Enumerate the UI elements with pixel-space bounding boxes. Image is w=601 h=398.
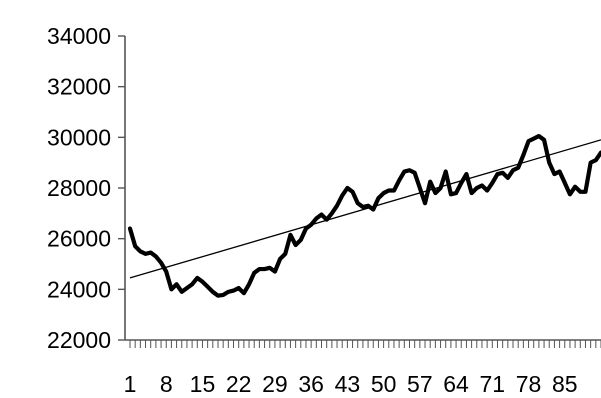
y-tick-label: 22000 — [47, 327, 111, 353]
y-tick-label: 30000 — [47, 124, 111, 150]
series-group — [127, 133, 601, 298]
y-tick-label: 32000 — [47, 74, 111, 100]
x-tick-label: 85 — [552, 371, 578, 397]
y-tick-label: 34000 — [47, 23, 111, 49]
x-tick-label: 71 — [480, 371, 506, 397]
y-tick-group: 22000 24000 26000 28000 30000 32000 34000 — [47, 23, 125, 353]
y-tick-label: 28000 — [47, 175, 111, 201]
x-tick-label: 36 — [298, 371, 324, 397]
x-tick-label: 50 — [371, 371, 397, 397]
x-tick-label: 15 — [190, 371, 216, 397]
x-tick-label: 64 — [443, 371, 469, 397]
y-tick-label: 24000 — [47, 276, 111, 302]
x-tick-label: 29 — [262, 371, 288, 397]
x-tick-label: 78 — [516, 371, 542, 397]
x-tick-label: 43 — [335, 371, 361, 397]
x-tick-group: 1 8 15 22 29 36 43 50 57 64 71 78 85 — [124, 340, 601, 397]
data-series-line — [127, 133, 601, 298]
trend-line — [129, 139, 601, 279]
y-tick-label: 26000 — [47, 226, 111, 252]
x-tick-label: 1 — [124, 371, 137, 397]
x-tick-label: 8 — [160, 371, 173, 397]
x-tick-label: 22 — [226, 371, 252, 397]
x-tick-label: 57 — [407, 371, 433, 397]
